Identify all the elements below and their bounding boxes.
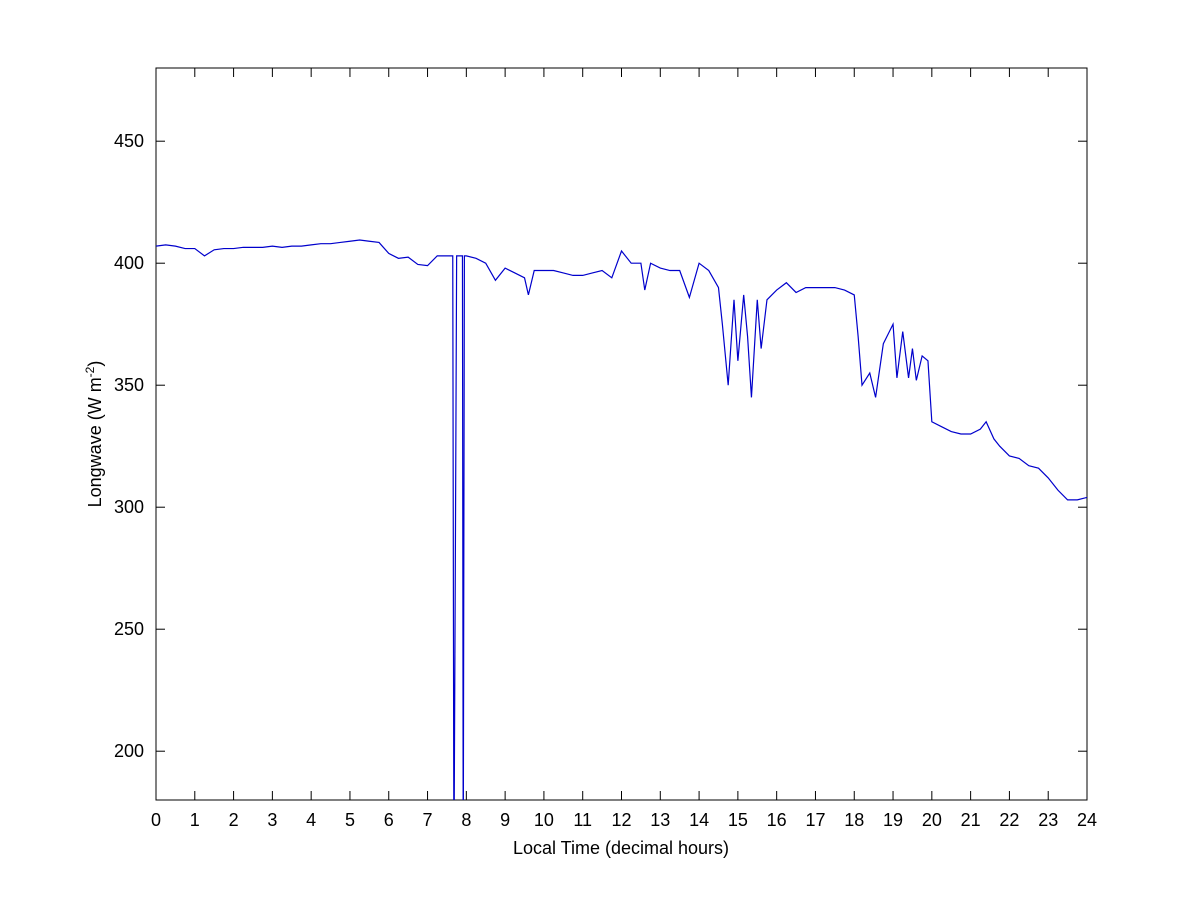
x-tick-label: 20 bbox=[922, 810, 942, 830]
x-tick-label: 15 bbox=[728, 810, 748, 830]
x-tick-label: 3 bbox=[267, 810, 277, 830]
x-tick-label: 7 bbox=[423, 810, 433, 830]
x-tick-label: 14 bbox=[689, 810, 709, 830]
x-tick-label: 8 bbox=[461, 810, 471, 830]
y-tick-label: 350 bbox=[114, 375, 144, 395]
x-tick-label: 24 bbox=[1077, 810, 1097, 830]
y-axis-label: Longwave (W m-2) bbox=[83, 361, 105, 508]
x-tick-label: 4 bbox=[306, 810, 316, 830]
x-tick-label: 18 bbox=[844, 810, 864, 830]
x-tick-label: 0 bbox=[151, 810, 161, 830]
x-axis-label: Local Time (decimal hours) bbox=[513, 838, 729, 858]
x-tick-label: 19 bbox=[883, 810, 903, 830]
x-tick-label: 2 bbox=[229, 810, 239, 830]
x-tick-label: 22 bbox=[999, 810, 1019, 830]
y-tick-label: 250 bbox=[114, 619, 144, 639]
x-tick-label: 21 bbox=[961, 810, 981, 830]
x-tick-label: 9 bbox=[500, 810, 510, 830]
x-tick-label: 23 bbox=[1038, 810, 1058, 830]
y-tick-label: 400 bbox=[114, 253, 144, 273]
plot-area bbox=[155, 67, 1088, 801]
y-tick-label: 200 bbox=[114, 741, 144, 761]
x-tick-label: 12 bbox=[611, 810, 631, 830]
y-label-sup: -2 bbox=[83, 366, 97, 377]
x-tick-label: 13 bbox=[650, 810, 670, 830]
y-label-text: Longwave (W m bbox=[85, 377, 105, 507]
y-tick-label: 450 bbox=[114, 131, 144, 151]
y-tick-label: 300 bbox=[114, 497, 144, 517]
y-label-suffix: ) bbox=[85, 361, 105, 367]
x-tick-label: 6 bbox=[384, 810, 394, 830]
x-tick-label: 11 bbox=[573, 810, 592, 830]
data-line bbox=[156, 239, 1087, 800]
x-tick-label: 1 bbox=[190, 810, 200, 830]
x-tick-label: 16 bbox=[767, 810, 787, 830]
x-tick-label: 17 bbox=[805, 810, 825, 830]
x-tick-label: 5 bbox=[345, 810, 355, 830]
x-tick-label: 10 bbox=[534, 810, 554, 830]
